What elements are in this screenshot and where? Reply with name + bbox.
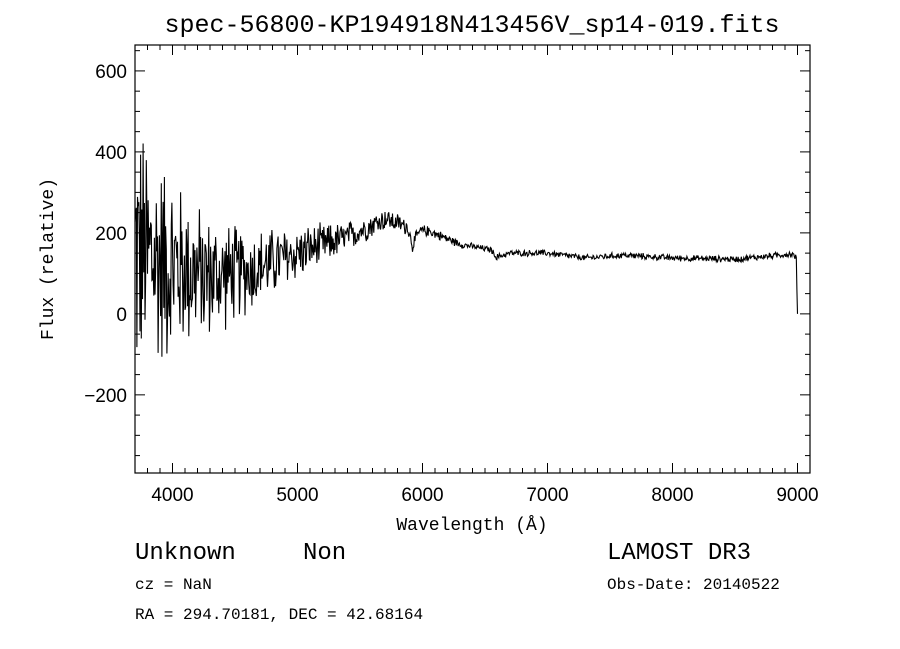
x-tick-label: 7000 (526, 485, 568, 506)
spectrum-line (134, 143, 799, 357)
object-type: Unknown (135, 540, 236, 567)
x-tick-label: 8000 (651, 485, 693, 506)
x-axis-label: Wavelength (Å) (396, 515, 547, 536)
x-tick-label: 9000 (776, 485, 818, 506)
ra-dec: RA = 294.70181, DEC = 42.68164 (135, 606, 423, 624)
chart-title: spec-56800-KP194918N413456V_sp14-019.fit… (164, 11, 779, 40)
x-tick-label: 6000 (401, 485, 443, 506)
y-tick-label: −200 (84, 386, 127, 407)
survey-name: LAMOST DR3 (607, 540, 751, 567)
redshift-cz: cz = NaN (135, 576, 212, 594)
x-tick-label: 5000 (276, 485, 318, 506)
y-tick-label: 200 (95, 224, 127, 245)
obs-date: Obs-Date: 20140522 (607, 576, 780, 594)
plot-frame (134, 44, 811, 474)
y-tick-label: 600 (95, 62, 127, 83)
x-tick-labels: 4000 5000 6000 7000 8000 9000 (151, 485, 818, 506)
y-axis-label: Flux (relative) (39, 178, 59, 340)
y-tick-label: 400 (95, 143, 127, 164)
x-tick-label: 4000 (151, 485, 193, 506)
y-tick-labels: −200 0 200 400 600 (84, 62, 127, 407)
object-subclass: Non (303, 540, 346, 567)
y-tick-label: 0 (116, 305, 127, 326)
